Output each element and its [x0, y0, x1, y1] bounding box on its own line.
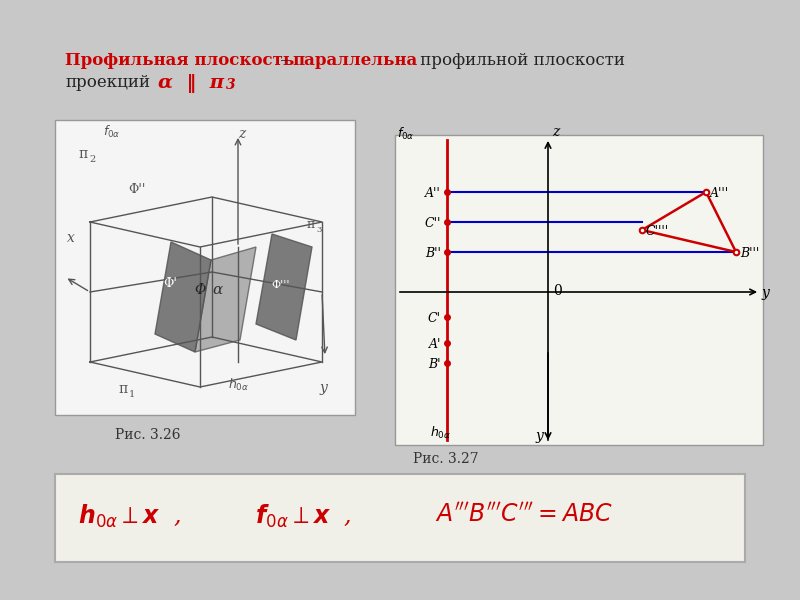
Text: Φ: Φ: [194, 283, 206, 297]
Text: Рис. 3.27: Рис. 3.27: [413, 452, 478, 466]
FancyBboxPatch shape: [55, 120, 355, 415]
Text: $A'''B'''C''' = ABC$: $A'''B'''C''' = ABC$: [435, 503, 613, 527]
Text: π: π: [118, 382, 127, 396]
Text: C': C': [428, 312, 441, 325]
Text: 2: 2: [89, 155, 95, 164]
Text: π: π: [307, 218, 315, 231]
Text: α: α: [212, 283, 222, 297]
Text: Профильная плоскость: Профильная плоскость: [65, 52, 294, 69]
Text: z: z: [238, 127, 246, 141]
Text: –: –: [275, 52, 294, 69]
Text: B'': B'': [425, 247, 441, 260]
Text: $f_{0\alpha}$: $f_{0\alpha}$: [103, 124, 121, 140]
Text: B''': B''': [740, 247, 759, 260]
Text: A': A': [429, 338, 441, 351]
Text: профильной плоскости: профильной плоскости: [415, 52, 625, 69]
Polygon shape: [256, 234, 312, 340]
Text: $h_{0\alpha}$: $h_{0\alpha}$: [228, 377, 249, 393]
Text: 3: 3: [316, 226, 322, 234]
Text: 0: 0: [553, 284, 562, 298]
Text: $\boldsymbol{h}_{0\alpha} \perp \boldsymbol{x}$  ,: $\boldsymbol{h}_{0\alpha} \perp \boldsym…: [78, 503, 181, 530]
Text: x: x: [67, 231, 75, 245]
Text: B': B': [429, 358, 441, 371]
Text: Рис. 3.26: Рис. 3.26: [115, 428, 181, 442]
Text: y: y: [762, 286, 770, 300]
Text: 1: 1: [129, 390, 135, 399]
Text: C'': C'': [425, 217, 441, 230]
Text: проекций: проекций: [65, 74, 150, 91]
Text: A'': A'': [426, 187, 441, 200]
Text: Φ': Φ': [163, 277, 177, 290]
Text: $\boldsymbol{f}_{0\alpha} \perp \boldsymbol{x}$  ,: $\boldsymbol{f}_{0\alpha} \perp \boldsym…: [255, 503, 351, 530]
Text: α  ‖  π: α ‖ π: [158, 74, 224, 93]
Text: Φ''': Φ''': [271, 280, 290, 290]
Text: 3: 3: [226, 78, 236, 92]
Text: параллельна: параллельна: [292, 52, 418, 69]
Polygon shape: [195, 247, 256, 352]
Text: $f_{0\alpha}$: $f_{0\alpha}$: [397, 126, 414, 142]
Text: y: y: [320, 381, 328, 395]
FancyBboxPatch shape: [395, 135, 763, 445]
Text: C'''': C'''': [646, 225, 669, 238]
Text: y: y: [536, 429, 544, 443]
Text: $h_{0\alpha}$: $h_{0\alpha}$: [430, 425, 451, 441]
Polygon shape: [155, 242, 211, 352]
FancyBboxPatch shape: [55, 474, 745, 562]
Text: π: π: [78, 147, 87, 161]
Text: z: z: [552, 125, 559, 139]
Text: Φ'': Φ'': [128, 183, 146, 196]
Text: A''': A''': [710, 187, 729, 200]
